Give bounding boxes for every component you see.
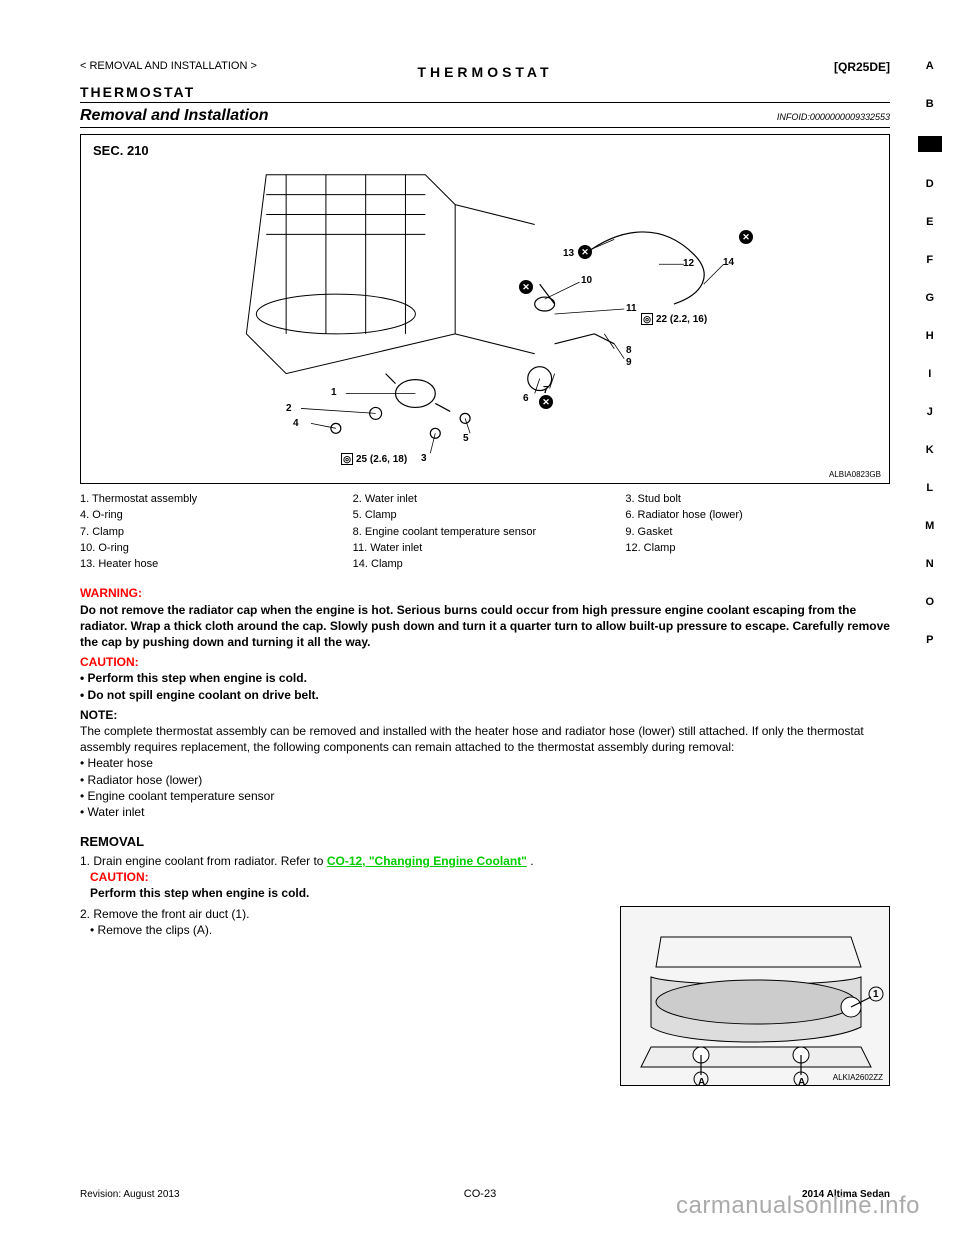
part-6: 6. Radiator hose (lower) [625, 508, 890, 522]
removal-heading: REMOVAL [80, 834, 890, 849]
replace-mark-icon: ✕ [519, 280, 533, 294]
diagram-id: ALBIA0823GB [829, 470, 881, 479]
note-label: NOTE: [80, 708, 117, 722]
side-k: K [918, 444, 943, 456]
part-4: 4. O-ring [80, 508, 345, 522]
side-n: N [918, 558, 943, 570]
engine-photo: A A 1 ALKIA2602ZZ [620, 906, 890, 1086]
callout-8: 8 [626, 345, 632, 356]
part-9: 9. Gasket [625, 525, 890, 539]
photo-id: ALKIA2602ZZ [833, 1073, 883, 1082]
callout-14: 14 [723, 257, 734, 268]
header-left-sub: < REMOVAL AND INSTALLATION > [80, 60, 257, 74]
svg-text:1: 1 [873, 989, 879, 1000]
side-i: I [918, 368, 943, 380]
caution-line-1: • Perform this step when engine is cold. [80, 671, 307, 685]
replace-mark-icon: ✕ [539, 395, 553, 409]
side-d: D [918, 178, 943, 190]
side-b: B [918, 98, 943, 110]
side-m: M [918, 520, 943, 532]
side-f: F [918, 254, 943, 266]
step-1-text-b: . [530, 854, 533, 868]
step-2-text: Remove the front air duct (1). [93, 907, 249, 921]
callout-3: 3 [421, 453, 427, 464]
step-2-bullet: • Remove the clips (A). [90, 923, 212, 937]
part-14: 14. Clamp [353, 557, 618, 571]
callout-1: 1 [331, 387, 337, 398]
step-1-text-a: Drain engine coolant from radiator. Refe… [93, 854, 326, 868]
caution-line-2: • Do not spill engine coolant on drive b… [80, 688, 319, 702]
callout-2: 2 [286, 403, 292, 414]
caution-block: CAUTION: • Perform this step when engine… [80, 654, 890, 703]
side-h: H [918, 330, 943, 342]
callout-12: 12 [683, 258, 694, 269]
callout-5: 5 [463, 433, 469, 444]
note-bullet-3: • Engine coolant temperature sensor [80, 789, 274, 803]
step-2-text-col: 2. Remove the front air duct (1). • Remo… [80, 906, 606, 1086]
step-2-num: 2. [80, 907, 90, 921]
torque-icon: ◎ [641, 313, 653, 325]
part-12: 12. Clamp [625, 541, 890, 555]
step-1: 1. Drain engine coolant from radiator. R… [80, 853, 890, 902]
svg-text:A: A [798, 1077, 805, 1086]
replace-mark-icon: ✕ [578, 245, 592, 259]
side-index: A B CO D E F G H I J K L M N O P [918, 60, 943, 646]
side-a: A [918, 60, 943, 72]
part-10: 10. O-ring [80, 541, 345, 555]
watermark: carmanualsonline.info [676, 1192, 920, 1220]
side-j: J [918, 406, 943, 418]
step-1-caution-text: Perform this step when engine is cold. [90, 886, 309, 900]
note-bullet-1: • Heater hose [80, 756, 153, 770]
step-2-photo-col: A A 1 ALKIA2602ZZ [620, 906, 890, 1086]
callout-13: 13 [563, 248, 574, 259]
callout-10: 10 [581, 275, 592, 286]
note-bullet-2: • Radiator hose (lower) [80, 773, 202, 787]
note-block: NOTE: The complete thermostat assembly c… [80, 707, 890, 820]
callout-9: 9 [626, 357, 632, 368]
step-1-link[interactable]: CO-12, "Changing Engine Coolant" [327, 854, 527, 868]
torque-spec-2: ◎ 25 (2.6, 18) [341, 453, 407, 465]
note-bullet-4: • Water inlet [80, 805, 144, 819]
replace-mark-icon: ✕ [739, 230, 753, 244]
page-content: < REMOVAL AND INSTALLATION > [QR25DE] TH… [0, 0, 960, 1086]
info-id: INFOID:0000000009332553 [777, 112, 890, 122]
part-1: 1. Thermostat assembly [80, 492, 345, 506]
parts-list: 1. Thermostat assembly 2. Water inlet 3.… [80, 492, 890, 571]
part-8: 8. Engine coolant temperature sensor [353, 525, 618, 539]
side-o: O [918, 596, 943, 608]
callout-4: 4 [293, 418, 299, 429]
warning-text: Do not remove the radiator cap when the … [80, 603, 890, 649]
step-2-row: 2. Remove the front air duct (1). • Remo… [80, 906, 890, 1086]
part-2: 2. Water inlet [353, 492, 618, 506]
subsection-title: Removal and Installation [80, 107, 268, 125]
caution-label: CAUTION: [80, 655, 139, 669]
part-13: 13. Heater hose [80, 557, 345, 571]
side-e: E [918, 216, 943, 228]
torque-icon: ◎ [341, 453, 353, 465]
side-g: G [918, 292, 943, 304]
callout-6: 6 [523, 393, 529, 404]
side-co: CO [918, 136, 943, 152]
step-1-num: 1. [80, 854, 90, 868]
part-7: 7. Clamp [80, 525, 345, 539]
part-5: 5. Clamp [353, 508, 618, 522]
exploded-diagram: SEC. 210 [80, 134, 890, 484]
warning-block: WARNING: Do not remove the radiator cap … [80, 585, 890, 650]
subsection-row: Removal and Installation INFOID:00000000… [80, 107, 890, 128]
side-l: L [918, 482, 943, 494]
header-right-top: [QR25DE] [834, 60, 890, 74]
torque-spec-1: ◎ 22 (2.2, 16) [641, 313, 707, 325]
section-title: THERMOSTAT [80, 84, 890, 103]
svg-text:A: A [698, 1077, 705, 1086]
step-1-caution-label: CAUTION: [90, 870, 149, 884]
part-3: 3. Stud bolt [625, 492, 890, 506]
warning-label: WARNING: [80, 586, 142, 600]
side-p: P [918, 634, 943, 646]
diagram-svg [81, 135, 889, 483]
photo-svg: A A 1 [621, 907, 890, 1086]
callout-11: 11 [626, 303, 637, 314]
part-11: 11. Water inlet [353, 541, 618, 555]
note-text: The complete thermostat assembly can be … [80, 724, 864, 754]
